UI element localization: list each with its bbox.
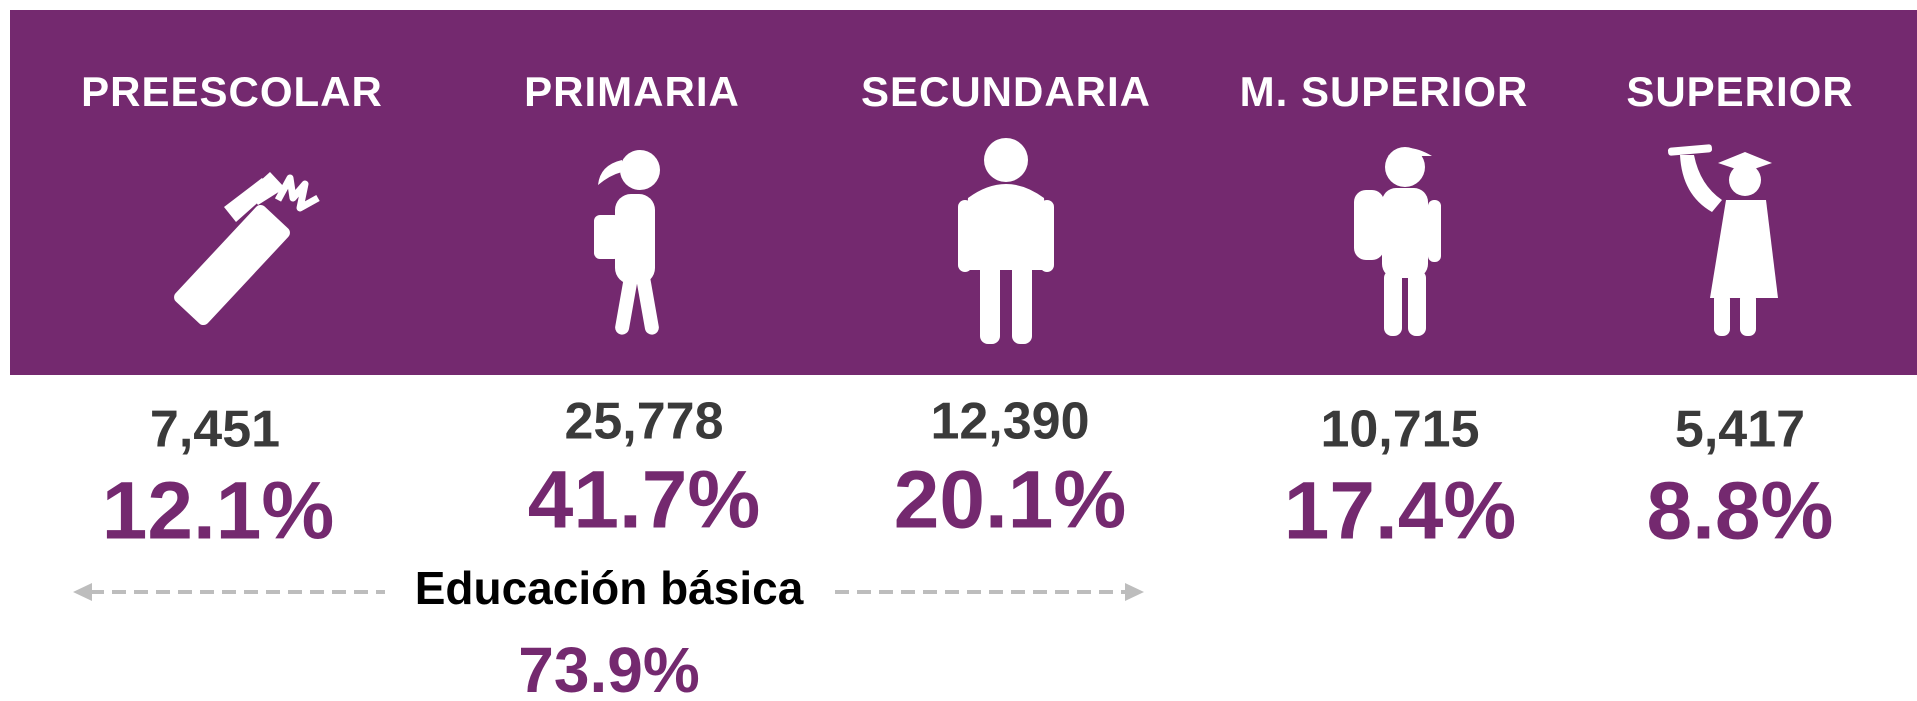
graduate-icon: [1667, 144, 1778, 336]
basic-label: Educación básica: [415, 562, 804, 614]
basic-arrows: [73, 583, 1144, 601]
level-count: 10,715: [1320, 401, 1479, 459]
level-label: PREESCOLAR: [81, 68, 383, 115]
level-percent: 20.1%: [894, 455, 1127, 546]
girl-icon: [594, 150, 660, 335]
level-count: 12,390: [930, 393, 1089, 451]
level-count: 5,417: [1675, 401, 1805, 459]
level-label: PRIMARIA: [524, 68, 740, 115]
student-icon: [958, 138, 1054, 344]
level-percent: 17.4%: [1284, 466, 1517, 557]
level-percent: 41.7%: [528, 455, 761, 546]
level-count: 25,778: [564, 393, 723, 451]
level-label: SECUNDARIA: [861, 68, 1151, 115]
level-label: SUPERIOR: [1626, 68, 1853, 115]
level-percent: 12.1%: [102, 466, 335, 557]
crayon-icon: [174, 172, 320, 326]
level-percent: 8.8%: [1647, 466, 1834, 557]
teen-icon: [1354, 147, 1441, 336]
basic-percent: 73.9%: [518, 634, 699, 701]
header-band: [10, 10, 1917, 375]
level-count: 7,451: [150, 401, 280, 459]
level-label: M. SUPERIOR: [1240, 68, 1529, 115]
